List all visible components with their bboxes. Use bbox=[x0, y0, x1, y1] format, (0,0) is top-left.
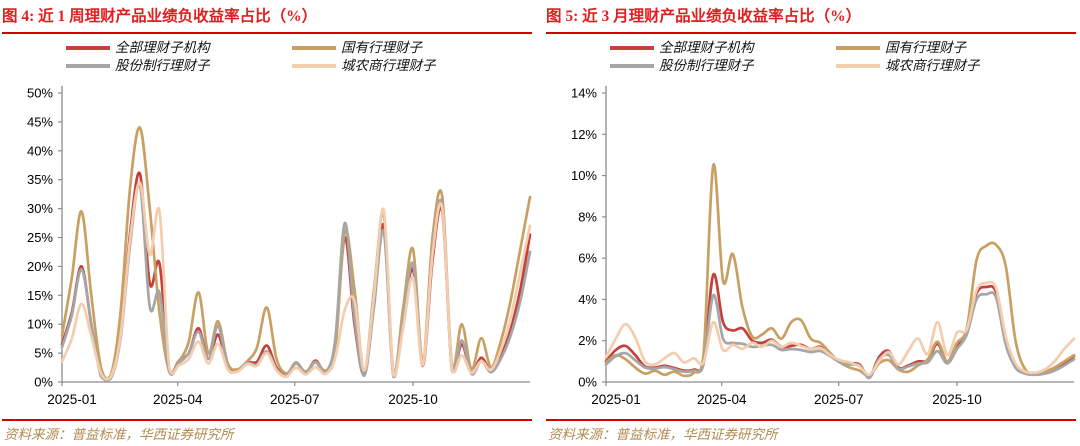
legend-line-swatch-3 bbox=[292, 64, 336, 68]
y-tick-label: 10% bbox=[571, 168, 597, 183]
y-tick-label: 15% bbox=[27, 288, 53, 303]
legend-label-0: 全部理财子机构 bbox=[659, 40, 754, 55]
figure5-source: 资料来源：普益标准，华西证券研究所 bbox=[548, 427, 778, 442]
y-tick-label: 25% bbox=[27, 230, 53, 245]
figure5-legend: 全部理财子机构 国有行理财子股份制行理财子 城农商行理财子 bbox=[546, 37, 1080, 77]
figure5-bottom-rule bbox=[546, 419, 1076, 421]
figure5-chart-svg: 0% 2% 4% 6% 8% 10% 12% 14% 2025-01 2025-04 2025-07… bbox=[571, 86, 1076, 407]
y-tick-label: 5% bbox=[34, 346, 53, 361]
x-tick-label: 2025-04 bbox=[153, 392, 203, 407]
figure4-chart-svg: 0% 5% 10% 15% 20% 25% 30% 35% 40% 45% 50% 2025-01 20… bbox=[27, 86, 532, 407]
y-tick-label: 0% bbox=[34, 375, 53, 390]
y-tick-label: 35% bbox=[27, 172, 53, 187]
series-line-1 bbox=[604, 163, 1076, 378]
figure5-title: 图 5: 近 3 月理财产品业绩负收益率占比（%） bbox=[546, 8, 862, 25]
legend-item-0: 全部理财子机构 bbox=[610, 39, 754, 57]
legend-label-3: 城农商行理财子 bbox=[341, 58, 436, 73]
series-line-3 bbox=[604, 280, 1076, 377]
legend-item-1: 国有行理财子 bbox=[836, 39, 966, 57]
figure4-panel: 图 4: 近 1 周理财产品业绩负收益率占比（%） 全部理财子机构 国有行理财子股… bbox=[2, 0, 536, 446]
figure5-panel: 图 5: 近 3 月理财产品业绩负收益率占比（%） 全部理财子机构 国有行理财子股… bbox=[546, 0, 1080, 446]
legend-item-2: 股份制行理财子 bbox=[66, 57, 210, 75]
legend-line-swatch-2 bbox=[66, 64, 110, 68]
x-tick-label: 2025-07 bbox=[814, 392, 864, 407]
y-tick-label: 30% bbox=[27, 201, 53, 216]
y-tick-label: 14% bbox=[571, 86, 597, 101]
y-tick-label: 12% bbox=[571, 127, 597, 142]
series-line-3 bbox=[60, 181, 532, 381]
legend-label-2: 股份制行理财子 bbox=[115, 58, 210, 73]
figure4-bottom-rule bbox=[2, 419, 532, 421]
legend-label-1: 国有行理财子 bbox=[885, 40, 966, 55]
legend-item-3: 城农商行理财子 bbox=[836, 57, 980, 75]
figure4-source: 资料来源：普益标准，华西证券研究所 bbox=[4, 427, 234, 442]
figure4-title-rule bbox=[2, 32, 532, 34]
y-tick-label: 6% bbox=[578, 251, 597, 266]
legend-item-3: 城农商行理财子 bbox=[292, 57, 436, 75]
legend-line-swatch-1 bbox=[292, 46, 336, 50]
figure5-title-rule bbox=[546, 32, 1076, 34]
y-tick-label: 4% bbox=[578, 292, 597, 307]
legend-line-swatch-0 bbox=[66, 46, 110, 50]
y-tick-label: 20% bbox=[27, 259, 53, 274]
y-tick-label: 50% bbox=[27, 86, 53, 101]
legend-line-swatch-1 bbox=[836, 46, 880, 50]
legend-line-swatch-3 bbox=[836, 64, 880, 68]
x-tick-label: 2025-10 bbox=[932, 392, 982, 407]
legend-item-1: 国有行理财子 bbox=[292, 39, 422, 57]
y-tick-label: 0% bbox=[578, 375, 597, 390]
x-tick-label: 2025-01 bbox=[591, 392, 641, 407]
legend-item-0: 全部理财子机构 bbox=[66, 39, 210, 57]
legend-label-1: 国有行理财子 bbox=[341, 40, 422, 55]
legend-line-swatch-2 bbox=[610, 64, 654, 68]
x-tick-label: 2025-01 bbox=[47, 392, 97, 407]
x-tick-label: 2025-10 bbox=[388, 392, 438, 407]
x-tick-label: 2025-07 bbox=[270, 392, 320, 407]
y-tick-label: 40% bbox=[27, 143, 53, 158]
y-tick-label: 45% bbox=[27, 114, 53, 129]
legend-label-3: 城农商行理财子 bbox=[885, 58, 980, 73]
figure4-title: 图 4: 近 1 周理财产品业绩负收益率占比（%） bbox=[2, 8, 318, 25]
x-tick-label: 2025-04 bbox=[697, 392, 747, 407]
legend-label-2: 股份制行理财子 bbox=[659, 58, 754, 73]
y-tick-label: 2% bbox=[578, 333, 597, 348]
series-line-2 bbox=[604, 291, 1076, 380]
legend-label-0: 全部理财子机构 bbox=[115, 40, 210, 55]
y-tick-label: 8% bbox=[578, 209, 597, 224]
legend-item-2: 股份制行理财子 bbox=[610, 57, 754, 75]
y-tick-label: 10% bbox=[27, 317, 53, 332]
legend-line-swatch-0 bbox=[610, 46, 654, 50]
figure4-legend: 全部理财子机构 国有行理财子股份制行理财子 城农商行理财子 bbox=[2, 37, 542, 77]
